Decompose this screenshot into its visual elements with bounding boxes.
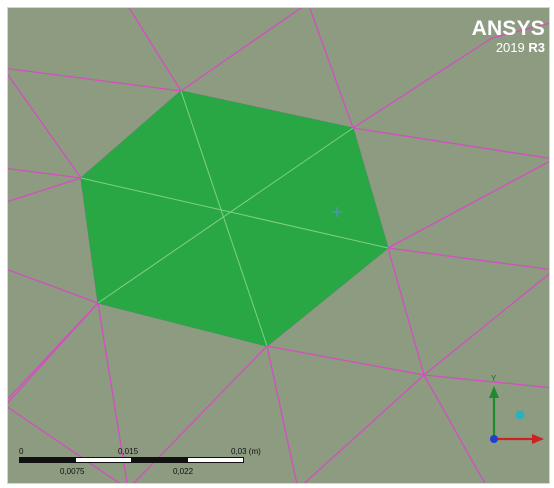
scale-segment-4 (187, 457, 244, 463)
scale-segment-1 (19, 457, 76, 463)
axis-triad[interactable]: Y (489, 374, 544, 444)
logo-year: 2019 (495, 40, 525, 55)
graphics-viewport[interactable]: Y ANSYS 2019 R3 (8, 8, 550, 484)
logo-version: 2019 R3 (472, 41, 545, 54)
y-axis-label: Y (491, 374, 497, 383)
scale-segment-3 (131, 457, 188, 463)
scale-tick-end: 0,03 (m) (231, 447, 261, 456)
isometric-view-sphere-icon[interactable] (515, 410, 525, 420)
scale-tick-quarter: 0,0075 (60, 467, 85, 476)
scale-tick-mid: 0,015 (118, 447, 139, 456)
x-axis-arrowhead-icon (532, 434, 544, 444)
z-axis-dot-icon (490, 435, 498, 443)
selected-face[interactable] (80, 90, 389, 347)
y-axis-arrowhead-icon (489, 386, 499, 398)
cursor-crosshair-icon (332, 207, 342, 217)
scale-segment-2 (75, 457, 132, 463)
scale-bar: 0 0,015 0,03 (m) 0,0075 0,022 (8, 446, 348, 486)
ansys-logo: ANSYS 2019 R3 (472, 18, 545, 54)
mesh-scene[interactable]: Y (8, 8, 550, 484)
logo-release: R3 (528, 40, 545, 55)
logo-name: ANSYS (471, 17, 545, 40)
scale-tick-0: 0 (19, 447, 24, 456)
scale-tick-three-quarter: 0,022 (173, 467, 194, 476)
selected-face-edges (80, 90, 389, 347)
